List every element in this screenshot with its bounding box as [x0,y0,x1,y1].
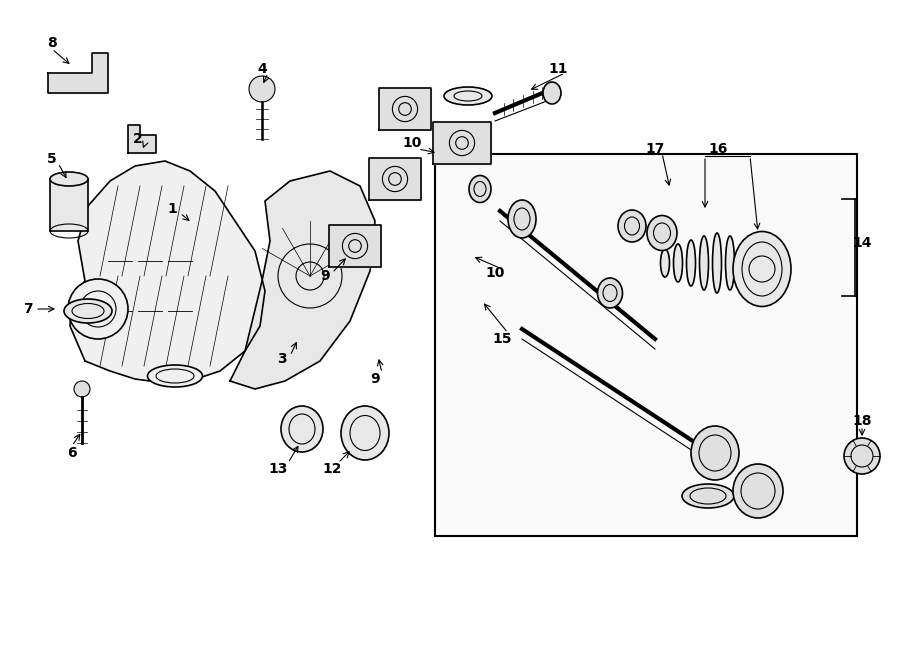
Circle shape [74,381,90,397]
Ellipse shape [598,278,623,308]
Ellipse shape [733,464,783,518]
Ellipse shape [733,231,791,307]
Text: 10: 10 [485,266,505,280]
Ellipse shape [148,365,202,387]
Polygon shape [128,125,156,153]
Ellipse shape [508,200,536,238]
Text: 6: 6 [68,446,76,460]
Ellipse shape [64,299,112,323]
Polygon shape [48,53,108,93]
Text: 1: 1 [167,202,177,216]
Text: 11: 11 [548,62,568,76]
Ellipse shape [691,426,739,480]
Text: 16: 16 [708,142,728,156]
Text: 14: 14 [852,236,872,250]
Ellipse shape [647,215,677,251]
Ellipse shape [725,236,734,290]
Polygon shape [329,225,381,267]
Ellipse shape [699,236,708,290]
Text: 13: 13 [268,462,288,476]
Text: 2: 2 [133,132,143,146]
Ellipse shape [543,82,561,104]
Polygon shape [70,161,265,383]
Bar [50,179,88,231]
Text: 3: 3 [277,352,287,366]
Text: 15: 15 [492,332,512,346]
Polygon shape [369,158,421,200]
Text: 9: 9 [370,372,380,386]
Text: 17: 17 [645,142,665,156]
Ellipse shape [673,244,682,282]
Text: 10: 10 [402,136,422,150]
Bar [435,154,857,536]
Text: 7: 7 [23,302,32,316]
Circle shape [68,279,128,339]
Ellipse shape [682,484,734,508]
Ellipse shape [50,172,88,186]
Ellipse shape [713,233,722,293]
Text: 8: 8 [47,36,57,50]
Ellipse shape [661,249,670,277]
Ellipse shape [618,210,646,242]
Circle shape [844,438,880,474]
Text: 4: 4 [257,62,267,76]
Text: 9: 9 [320,269,329,283]
Ellipse shape [281,406,323,452]
Text: 18: 18 [852,414,872,428]
Polygon shape [230,171,375,389]
Ellipse shape [469,176,491,202]
Polygon shape [433,122,491,164]
Ellipse shape [687,240,696,286]
Ellipse shape [341,406,389,460]
Circle shape [249,76,275,102]
Ellipse shape [444,87,492,105]
Text: 12: 12 [322,462,342,476]
Polygon shape [379,88,431,130]
Text: 5: 5 [47,152,57,166]
